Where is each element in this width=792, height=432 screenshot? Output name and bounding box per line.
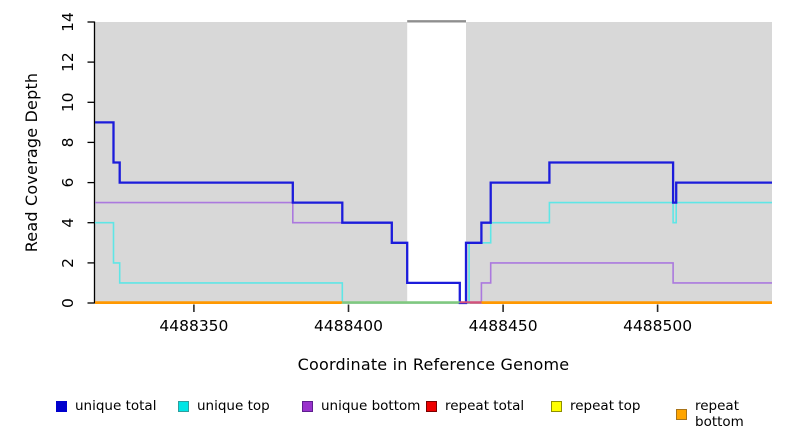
legend-item-unique-bottom: unique bottom <box>302 398 420 414</box>
x-axis-title: Coordinate in Reference Genome <box>297 355 570 374</box>
x-tick-label: 4488450 <box>469 317 538 335</box>
x-tick-label: 4488400 <box>314 317 383 335</box>
y-axis-title: Read Coverage Depth <box>22 72 41 253</box>
unique-bottom-swatch-icon <box>302 400 313 412</box>
legend-label: unique top <box>197 398 270 414</box>
unique-top-swatch-icon <box>178 400 189 412</box>
repeat-total-swatch-icon <box>426 400 437 412</box>
legend-item-unique-top: unique top <box>178 398 270 414</box>
legend-item-repeat-total: repeat total <box>426 398 524 414</box>
legend-label: unique total <box>75 398 157 414</box>
x-tick-label: 4488500 <box>623 317 692 335</box>
legend-label: unique bottom <box>321 398 421 414</box>
legend: unique total unique top unique bottom re… <box>0 398 792 430</box>
y-tick-label: 0 <box>59 298 77 308</box>
legend-item-unique-total: unique total <box>56 398 156 414</box>
legend-item-repeat-top: repeat top <box>551 398 640 414</box>
y-tick-label: 2 <box>59 258 77 268</box>
series-line-unique-total <box>95 121 772 305</box>
legend-item-repeat-bottom: repeat bottom <box>676 398 792 430</box>
shaded-region <box>95 22 408 303</box>
y-tick-label: 14 <box>59 12 77 32</box>
legend-label: repeat top <box>570 398 641 414</box>
y-tick-label: 12 <box>59 52 77 72</box>
repeat-bottom-swatch-icon <box>676 408 687 420</box>
y-tick-label: 8 <box>59 137 77 147</box>
unique-total-swatch-icon <box>56 400 67 412</box>
legend-label: repeat bottom <box>695 398 744 430</box>
legend-label: repeat total <box>445 398 525 414</box>
y-tick-label: 4 <box>59 218 77 228</box>
y-tick-label: 6 <box>59 178 77 188</box>
y-tick-label: 10 <box>59 92 77 112</box>
chart-canvas: 0 2 4 6 8 10 12 14 4488350 4488400 4488450 4488500 <box>59 12 772 335</box>
x-tick-label: 4488350 <box>159 317 228 335</box>
repeat-top-swatch-icon <box>551 400 562 412</box>
